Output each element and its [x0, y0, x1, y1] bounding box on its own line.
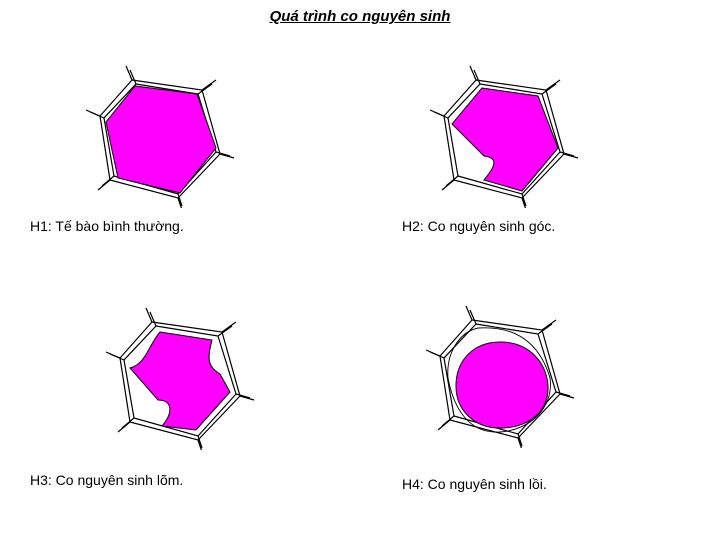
cytoplasm-h3 — [130, 332, 230, 430]
cell-svg-h1 — [80, 58, 240, 208]
cell-svg-h2 — [424, 58, 584, 208]
caption-h3: H3: Co nguyên sinh lõm. — [30, 472, 183, 488]
cell-panel-h1 — [80, 58, 240, 208]
cell-panel-h3 — [100, 300, 260, 450]
cell-panel-h2 — [424, 58, 584, 208]
caption-h2: H2: Co nguyên sinh góc. — [402, 218, 555, 234]
cytoplasm-h4 — [456, 342, 548, 428]
caption-h1: H1: Tế bào bình thường. — [30, 218, 184, 234]
cytoplasm-h1 — [106, 86, 216, 193]
caption-h4: H4: Co nguyên sinh lồi. — [402, 476, 547, 492]
cell-svg-h3 — [100, 300, 260, 450]
cell-panel-h4 — [420, 298, 580, 448]
cell-svg-h4 — [420, 298, 580, 448]
diagram-title: Quá trình co nguyên sinh — [0, 8, 720, 25]
cytoplasm-h2 — [452, 88, 558, 191]
